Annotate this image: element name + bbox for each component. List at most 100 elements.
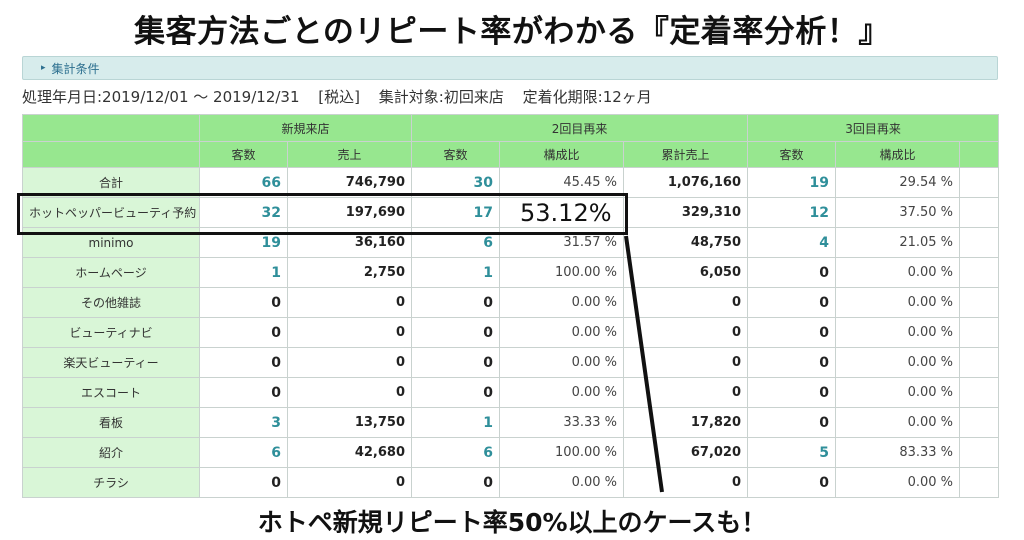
new-count-cell: 1 [199, 257, 288, 288]
row-label: ビューティナビ [22, 317, 200, 348]
second-ratio-cell: 33.33 % [499, 407, 625, 438]
second-cumulative-cell: 6,050 [623, 257, 749, 288]
conditions-label: 集計条件 [51, 61, 100, 76]
third-count-cell: 19 [747, 167, 837, 198]
table-row: その他雑誌 0 0 0 0.00 % 0 0 0.00 % [22, 287, 1000, 318]
second-ratio-cell: 0.00 % [499, 317, 625, 348]
extra-cell [959, 287, 1000, 318]
row-label: ホットペッパービューティ予約 [22, 197, 200, 228]
new-count-cell: 6 [199, 437, 288, 468]
row-label: 看板 [22, 407, 200, 438]
header-corner [22, 114, 200, 142]
third-ratio-cell: 0.00 % [835, 467, 961, 498]
third-count-cell: 0 [747, 407, 837, 438]
tax-label: [税込] [318, 88, 361, 106]
second-count-cell: 6 [411, 227, 501, 258]
second-ratio-cell: 45.45 % [499, 167, 625, 198]
row-label: エスコート [22, 377, 200, 408]
table-row: 看板 3 13,750 1 33.33 % 17,820 0 0.00 % [22, 407, 1000, 438]
second-ratio-cell: 0.00 % [499, 377, 625, 408]
new-sales-cell: 0 [286, 467, 413, 498]
second-count-cell: 0 [411, 287, 501, 318]
subheader-cumulative-sales: 累計売上 [623, 141, 749, 168]
second-cumulative-cell: 329,310 [623, 197, 749, 228]
row-label: minimo [22, 227, 200, 258]
extra-cell [959, 227, 1000, 258]
second-ratio-cell: 0.00 % [499, 467, 625, 498]
second-cumulative-cell: 0 [623, 347, 749, 378]
second-ratio-cell: 53.12% [499, 197, 625, 228]
extra-cell [959, 377, 1000, 408]
new-count-cell: 0 [199, 287, 288, 318]
extra-cell [959, 437, 1000, 468]
new-sales-cell: 36,160 [286, 227, 413, 258]
second-cumulative-cell: 0 [623, 317, 749, 348]
second-count-cell: 6 [411, 437, 501, 468]
conditions-toggle[interactable]: ▸ 集計条件 [22, 56, 998, 80]
second-ratio-cell: 0.00 % [499, 347, 625, 378]
group-header-third: 3回目再来 [747, 114, 1000, 142]
second-count-cell: 0 [411, 317, 501, 348]
third-ratio-cell: 0.00 % [835, 407, 961, 438]
extra-cell [959, 467, 1000, 498]
new-sales-cell: 0 [286, 347, 413, 378]
third-ratio-cell: 37.50 % [835, 197, 961, 228]
subheader-count: 客数 [411, 141, 501, 168]
third-count-cell: 0 [747, 287, 837, 318]
row-label: 合計 [22, 167, 200, 198]
third-count-cell: 4 [747, 227, 837, 258]
subheader-count: 客数 [747, 141, 837, 168]
group-header-new: 新規来店 [198, 114, 413, 142]
bottom-caption: ホトペ新規リピート率50%以上のケースも！ [0, 503, 1024, 539]
table-row: 合計 66 746,790 30 45.45 % 1,076,160 19 29.54 % [22, 167, 1000, 198]
row-label: その他雑誌 [22, 287, 200, 318]
table-row: ホームページ 1 2,750 1 100.00 % 6,050 0 0.00 % [22, 257, 1000, 288]
third-ratio-cell: 0.00 % [835, 347, 961, 378]
period-dates: 処理年月日:2019/12/01 ～ 2019/12/31 [22, 88, 300, 106]
subheader-count: 客数 [199, 141, 288, 168]
extra-cell [959, 347, 1000, 378]
second-count-cell: 0 [411, 467, 501, 498]
period-info: 処理年月日:2019/12/01 ～ 2019/12/31 [税込] 集計対象:… [22, 86, 666, 107]
third-count-cell: 0 [747, 257, 837, 288]
table-row: 紹介 6 42,680 6 100.00 % 67,020 5 83.33 % [22, 437, 1000, 468]
extra-cell [959, 317, 1000, 348]
new-count-cell: 19 [199, 227, 288, 258]
subheader-extra [959, 141, 1000, 168]
third-ratio-cell: 0.00 % [835, 257, 961, 288]
new-count-cell: 0 [199, 467, 288, 498]
new-count-cell: 0 [199, 347, 288, 378]
new-count-cell: 66 [199, 167, 288, 198]
table-row: ホットペッパービューティ予約 32 197,690 17 53.12% 329,310 12… [22, 197, 1000, 228]
second-cumulative-cell: 0 [623, 287, 749, 318]
headline-title: 集客方法ごとのリピート率がわかる『定着率分析！』 [134, 14, 890, 50]
subheader-ratio: 構成比 [835, 141, 961, 168]
second-cumulative-cell: 67,020 [623, 437, 749, 468]
table-row: チラシ 0 0 0 0.00 % 0 0 0.00 % [22, 467, 1000, 498]
third-ratio-cell: 0.00 % [835, 317, 961, 348]
third-count-cell: 0 [747, 467, 837, 498]
second-ratio-cell: 0.00 % [499, 287, 625, 318]
third-ratio-cell: 83.33 % [835, 437, 961, 468]
row-label: 紹介 [22, 437, 200, 468]
new-count-cell: 0 [199, 377, 288, 408]
second-ratio-cell: 100.00 % [499, 437, 625, 468]
new-sales-cell: 746,790 [286, 167, 413, 198]
new-count-cell: 0 [199, 317, 288, 348]
table-row: minimo 19 36,160 6 31.57 % 48,750 4 21.05 % [22, 227, 1000, 258]
third-count-cell: 0 [747, 317, 837, 348]
second-cumulative-cell: 17,820 [623, 407, 749, 438]
new-sales-cell: 197,690 [286, 197, 413, 228]
row-label: ホームページ [22, 257, 200, 288]
new-sales-cell: 13,750 [286, 407, 413, 438]
third-count-cell: 12 [747, 197, 837, 228]
new-count-cell: 3 [199, 407, 288, 438]
second-count-cell: 1 [411, 257, 501, 288]
second-count-cell: 1 [411, 407, 501, 438]
third-count-cell: 0 [747, 377, 837, 408]
third-ratio-cell: 29.54 % [835, 167, 961, 198]
second-ratio-cell: 100.00 % [499, 257, 625, 288]
triangle-right-icon: ▸ [41, 63, 46, 73]
third-count-cell: 0 [747, 347, 837, 378]
second-count-cell: 30 [411, 167, 501, 198]
